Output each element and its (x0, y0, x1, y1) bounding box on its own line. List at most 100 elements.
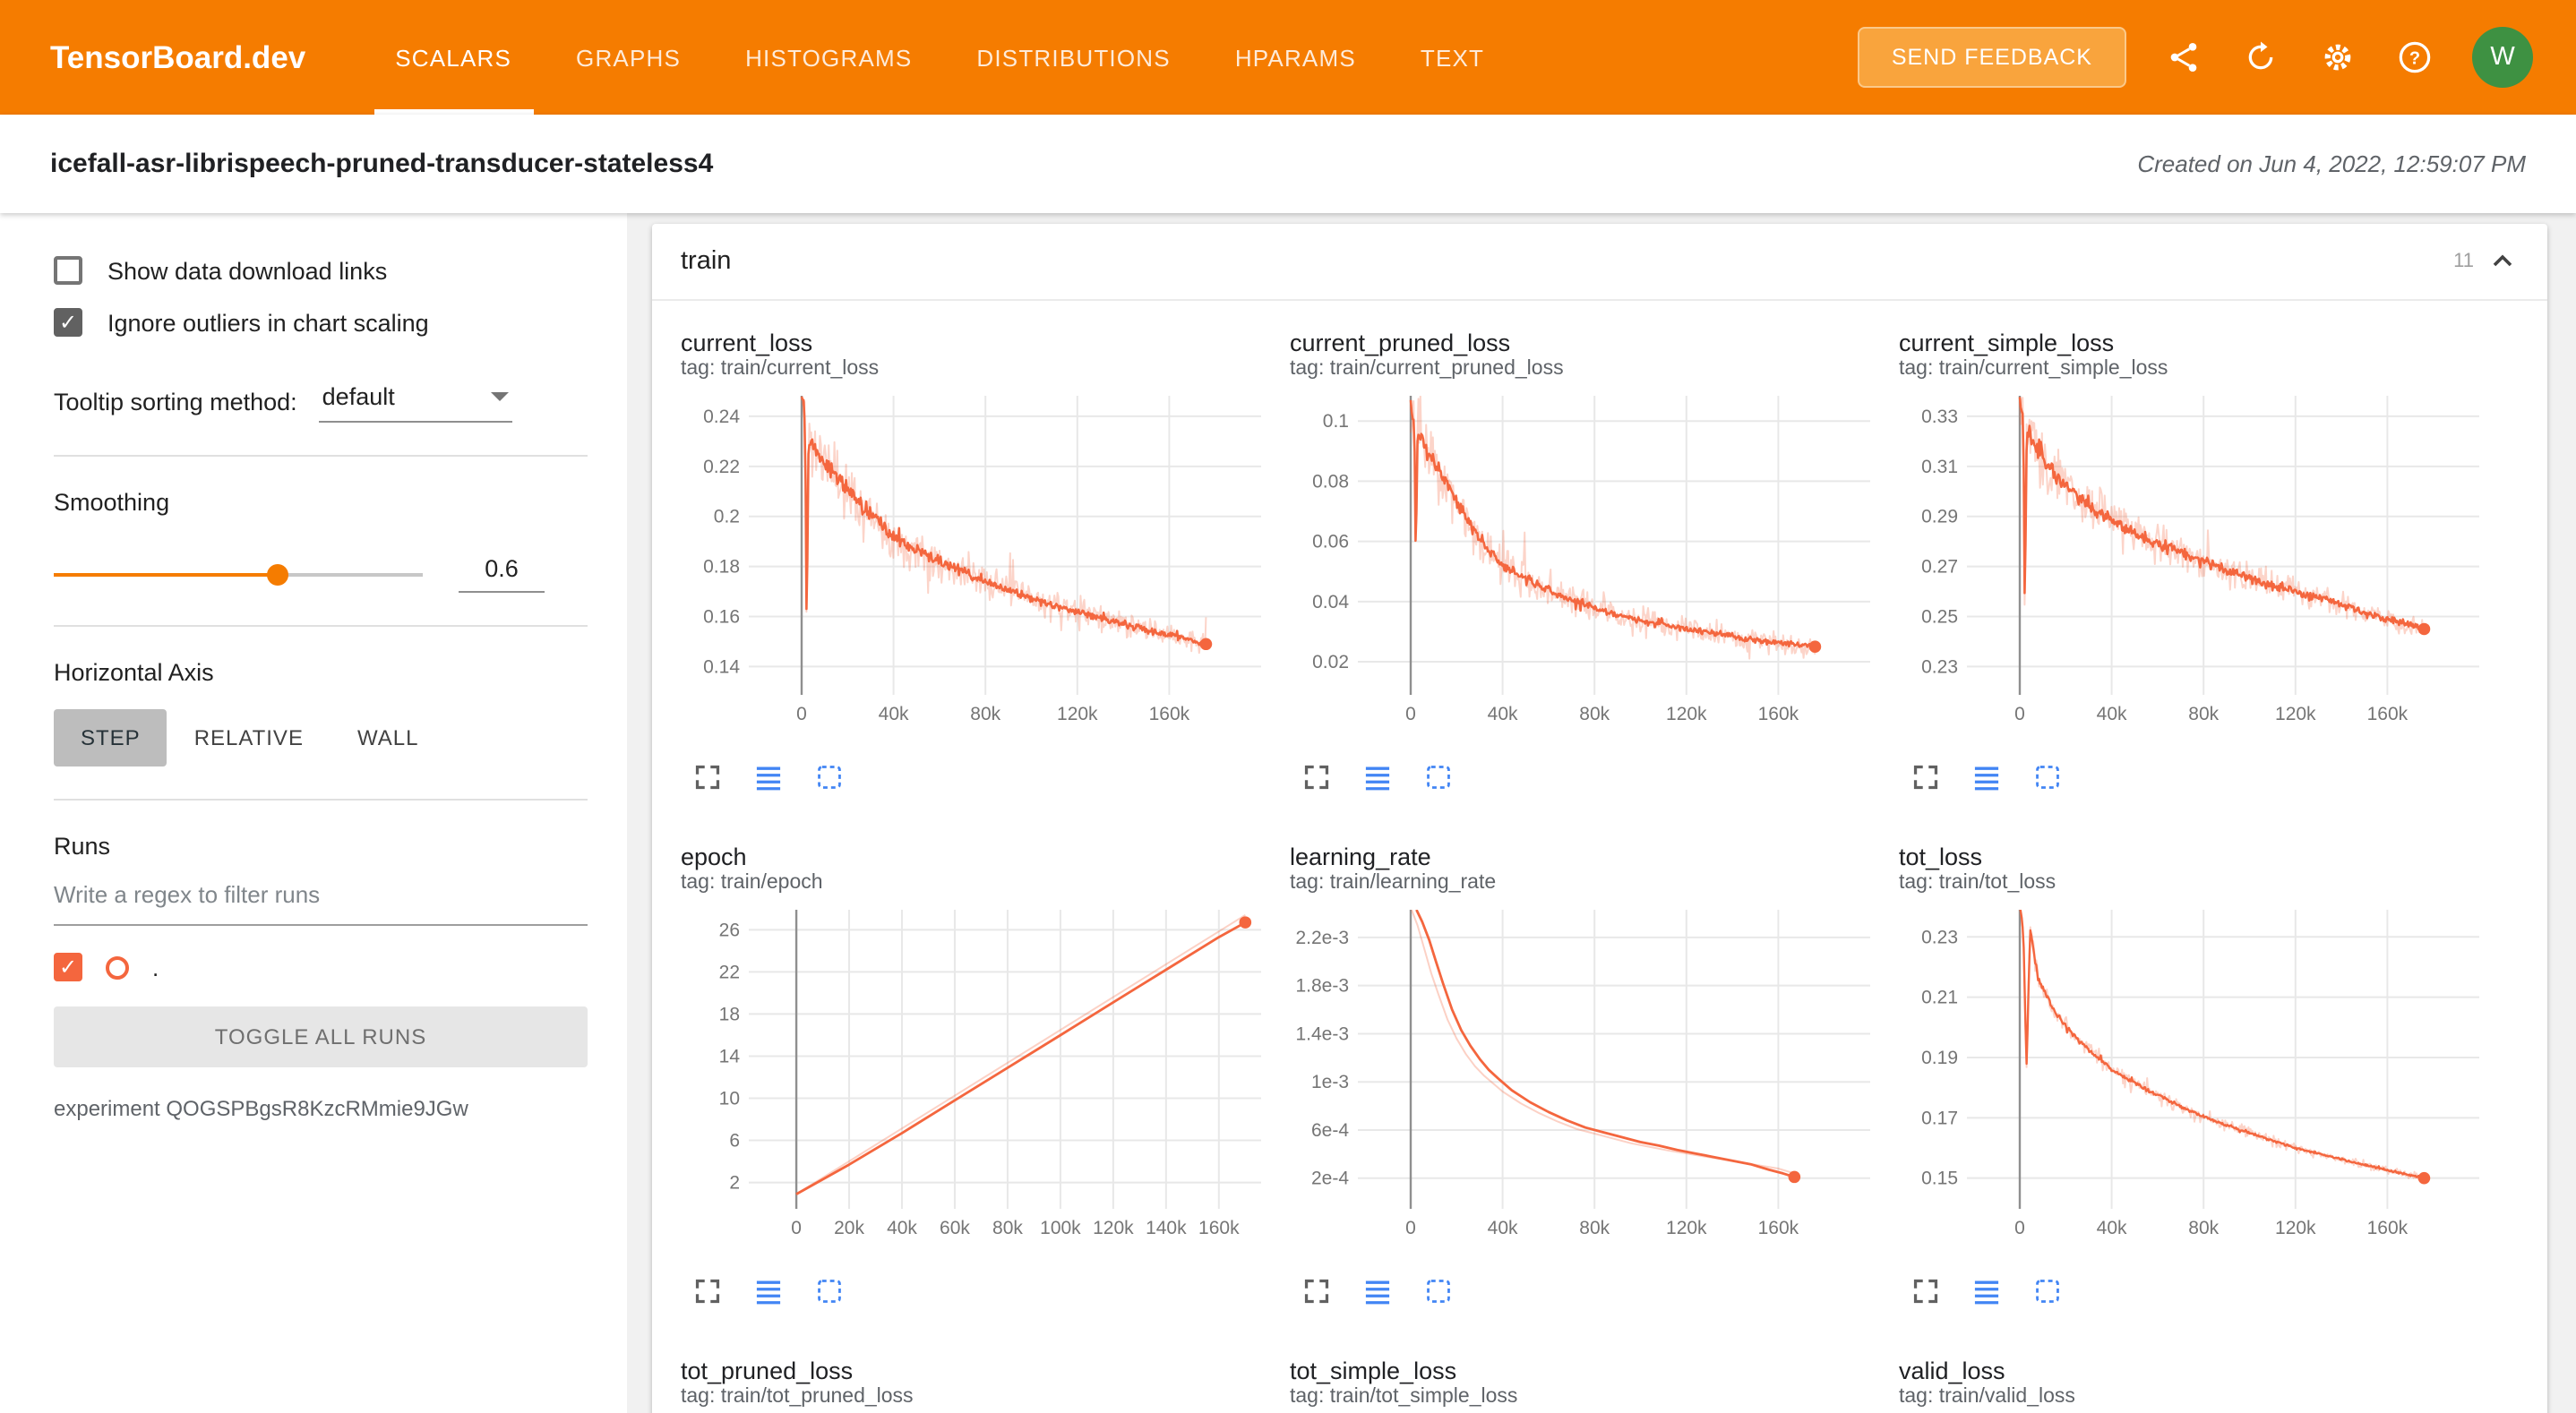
svg-text:40k: 40k (1488, 704, 1518, 724)
chart-plot-learning_rate[interactable]: 0 40k 80k 120k 160k 2e-4 6e-4 1e-3 1.4e-3 1.8e-3 2… (1286, 901, 1881, 1255)
smoothing-control: 0.6 (54, 555, 588, 593)
settings-icon[interactable] (2318, 38, 2357, 77)
runs-label: Runs (54, 833, 111, 860)
svg-text:0.17: 0.17 (1921, 1108, 1958, 1128)
chart-title: epoch (681, 844, 747, 870)
expand-chart-icon[interactable] (1301, 1275, 1333, 1307)
nav-tab-distributions[interactable]: DISTRIBUTIONS (976, 44, 1171, 71)
nav-tab-hparams[interactable]: HPARAMS (1234, 44, 1356, 71)
chart-runs-icon[interactable] (1361, 1275, 1394, 1307)
app-logo[interactable]: TensorBoard.dev (50, 39, 306, 74)
svg-text:6e-4: 6e-4 (1311, 1120, 1349, 1141)
show-download-links-checkbox[interactable] (54, 256, 82, 285)
chart-card-valid_loss: valid_loss tag: train/valid_loss (1895, 1343, 2504, 1413)
svg-text:40k: 40k (887, 1218, 917, 1238)
refresh-icon[interactable] (2241, 38, 2280, 77)
chart-plot-tot_loss[interactable]: 0 40k 80k 120k 160k 0.15 0.17 0.19 0.21 0.23 (1895, 901, 2490, 1255)
chart-plot-current_simple_loss[interactable]: 0 40k 80k 120k 160k 0.23 0.25 0.27 0.29 0.31 0.33 (1895, 387, 2490, 741)
svg-text:0.2: 0.2 (714, 507, 740, 527)
chart-runs-icon[interactable] (752, 1275, 785, 1307)
slider-thumb[interactable] (266, 563, 288, 585)
chart-tag: tag: train/learning_rate (1290, 872, 1497, 894)
svg-text:22: 22 (719, 962, 740, 982)
pin-chart-icon[interactable] (813, 1275, 846, 1307)
share-icon[interactable] (2164, 38, 2203, 77)
haxis-button-wall[interactable]: WALL (331, 709, 445, 766)
pin-chart-icon[interactable] (1422, 1275, 1455, 1307)
pin-chart-icon[interactable] (813, 761, 846, 793)
chart-runs-icon[interactable] (1361, 761, 1394, 793)
expand-chart-icon[interactable] (691, 761, 724, 793)
runs-filter-input[interactable] (54, 870, 588, 926)
svg-text:120k: 120k (2275, 704, 2316, 724)
svg-text:0.16: 0.16 (703, 607, 740, 628)
expand-chart-icon[interactable] (691, 1275, 724, 1307)
chart-toolbar (1910, 1275, 2504, 1307)
slider-fill (54, 572, 278, 576)
svg-text:0.23: 0.23 (1921, 656, 1958, 677)
haxis-button-relative[interactable]: RELATIVE (167, 709, 331, 766)
svg-text:160k: 160k (1149, 704, 1190, 724)
svg-text:60k: 60k (940, 1218, 970, 1238)
nav-tab-graphs[interactable]: GRAPHS (576, 44, 682, 71)
expand-chart-icon[interactable] (1910, 1275, 1942, 1307)
svg-text:0: 0 (2014, 704, 2025, 724)
tooltip-sorting-value: default (322, 383, 395, 410)
chart-tag: tag: train/tot_simple_loss (1290, 1386, 1518, 1408)
ignore-outliers-row: ✓ Ignore outliers in chart scaling (54, 308, 588, 337)
train-card-header[interactable]: train 11 (652, 224, 2547, 301)
run-color-swatch[interactable] (106, 955, 129, 979)
chart-title: current_simple_loss (1899, 330, 2115, 356)
pin-chart-icon[interactable] (1422, 761, 1455, 793)
svg-text:40k: 40k (2097, 704, 2127, 724)
smoothing-value[interactable]: 0.6 (459, 555, 545, 593)
horizontal-axis-label: Horizontal Axis (54, 659, 214, 686)
expand-chart-icon[interactable] (1910, 761, 1942, 793)
svg-text:0.1: 0.1 (1323, 411, 1349, 432)
help-icon[interactable]: ? (2395, 38, 2434, 77)
experiment-caption: experiment QOGSPBgsR8KzcRMmie9JGw (54, 1096, 468, 1121)
chart-card-tot_pruned_loss: tot_pruned_loss tag: train/tot_pruned_los… (677, 1343, 1286, 1413)
chart-title: tot_simple_loss (1290, 1357, 1457, 1384)
svg-text:0.33: 0.33 (1921, 407, 1958, 427)
chevron-up-icon[interactable] (2486, 245, 2519, 278)
chart-plot-epoch[interactable]: 0 20k 40k 60k 80k 100k 120k 140k 160k26101418222… (677, 901, 1272, 1255)
svg-text:0.27: 0.27 (1921, 557, 1958, 578)
chart-plot-current_loss[interactable]: 0 40k 80k 120k 160k 0.14 0.16 0.18 0.2 0.22 0.24 (677, 387, 1272, 741)
smoothing-slider[interactable] (54, 561, 423, 587)
pin-chart-icon[interactable] (2031, 761, 2064, 793)
nav-tab-histograms[interactable]: HISTOGRAMS (745, 44, 913, 71)
svg-text:0.14: 0.14 (703, 656, 740, 677)
run-checkbox[interactable]: ✓ (54, 953, 82, 981)
tooltip-sorting-select[interactable]: default (318, 380, 512, 423)
svg-text:160k: 160k (1198, 1218, 1240, 1238)
nav-tab-text[interactable]: TEXT (1420, 44, 1485, 71)
chart-toolbar (691, 1275, 1286, 1307)
svg-text:120k: 120k (1666, 704, 1707, 724)
ignore-outliers-checkbox[interactable]: ✓ (54, 308, 82, 337)
svg-text:0: 0 (1405, 704, 1416, 724)
chart-runs-icon[interactable] (1971, 761, 2003, 793)
chart-card-current_loss: current_loss tag: train/current_loss 0 40k 8… (677, 315, 1286, 793)
chart-runs-icon[interactable] (1971, 1275, 2003, 1307)
chart-runs-icon[interactable] (752, 761, 785, 793)
send-feedback-button[interactable]: SEND FEEDBACK (1857, 27, 2126, 88)
svg-text:1.4e-3: 1.4e-3 (1295, 1023, 1349, 1044)
svg-text:40k: 40k (1488, 1218, 1518, 1238)
toggle-all-runs-button[interactable]: TOGGLE ALL RUNS (54, 1006, 588, 1067)
expand-chart-icon[interactable] (1301, 761, 1333, 793)
chart-tag: tag: train/tot_loss (1899, 872, 2057, 894)
chart-title: tot_loss (1899, 844, 1983, 870)
chart-toolbar (1301, 761, 1895, 793)
svg-text:0.21: 0.21 (1921, 988, 1958, 1008)
avatar[interactable]: W (2472, 27, 2533, 88)
chart-tag: tag: train/valid_loss (1899, 1386, 2075, 1408)
card-meta[interactable]: 11 (2453, 245, 2519, 278)
pin-chart-icon[interactable] (2031, 1275, 2064, 1307)
haxis-button-step[interactable]: STEP (54, 709, 167, 766)
train-card: train 11 current_loss tag: train/current_… (652, 224, 2547, 1413)
svg-text:0.23: 0.23 (1921, 927, 1958, 947)
nav-tab-scalars[interactable]: SCALARS (374, 0, 533, 115)
chart-plot-current_pruned_loss[interactable]: 0 40k 80k 120k 160k 0.02 0.04 0.06 0.08 0.1 (1286, 387, 1881, 741)
